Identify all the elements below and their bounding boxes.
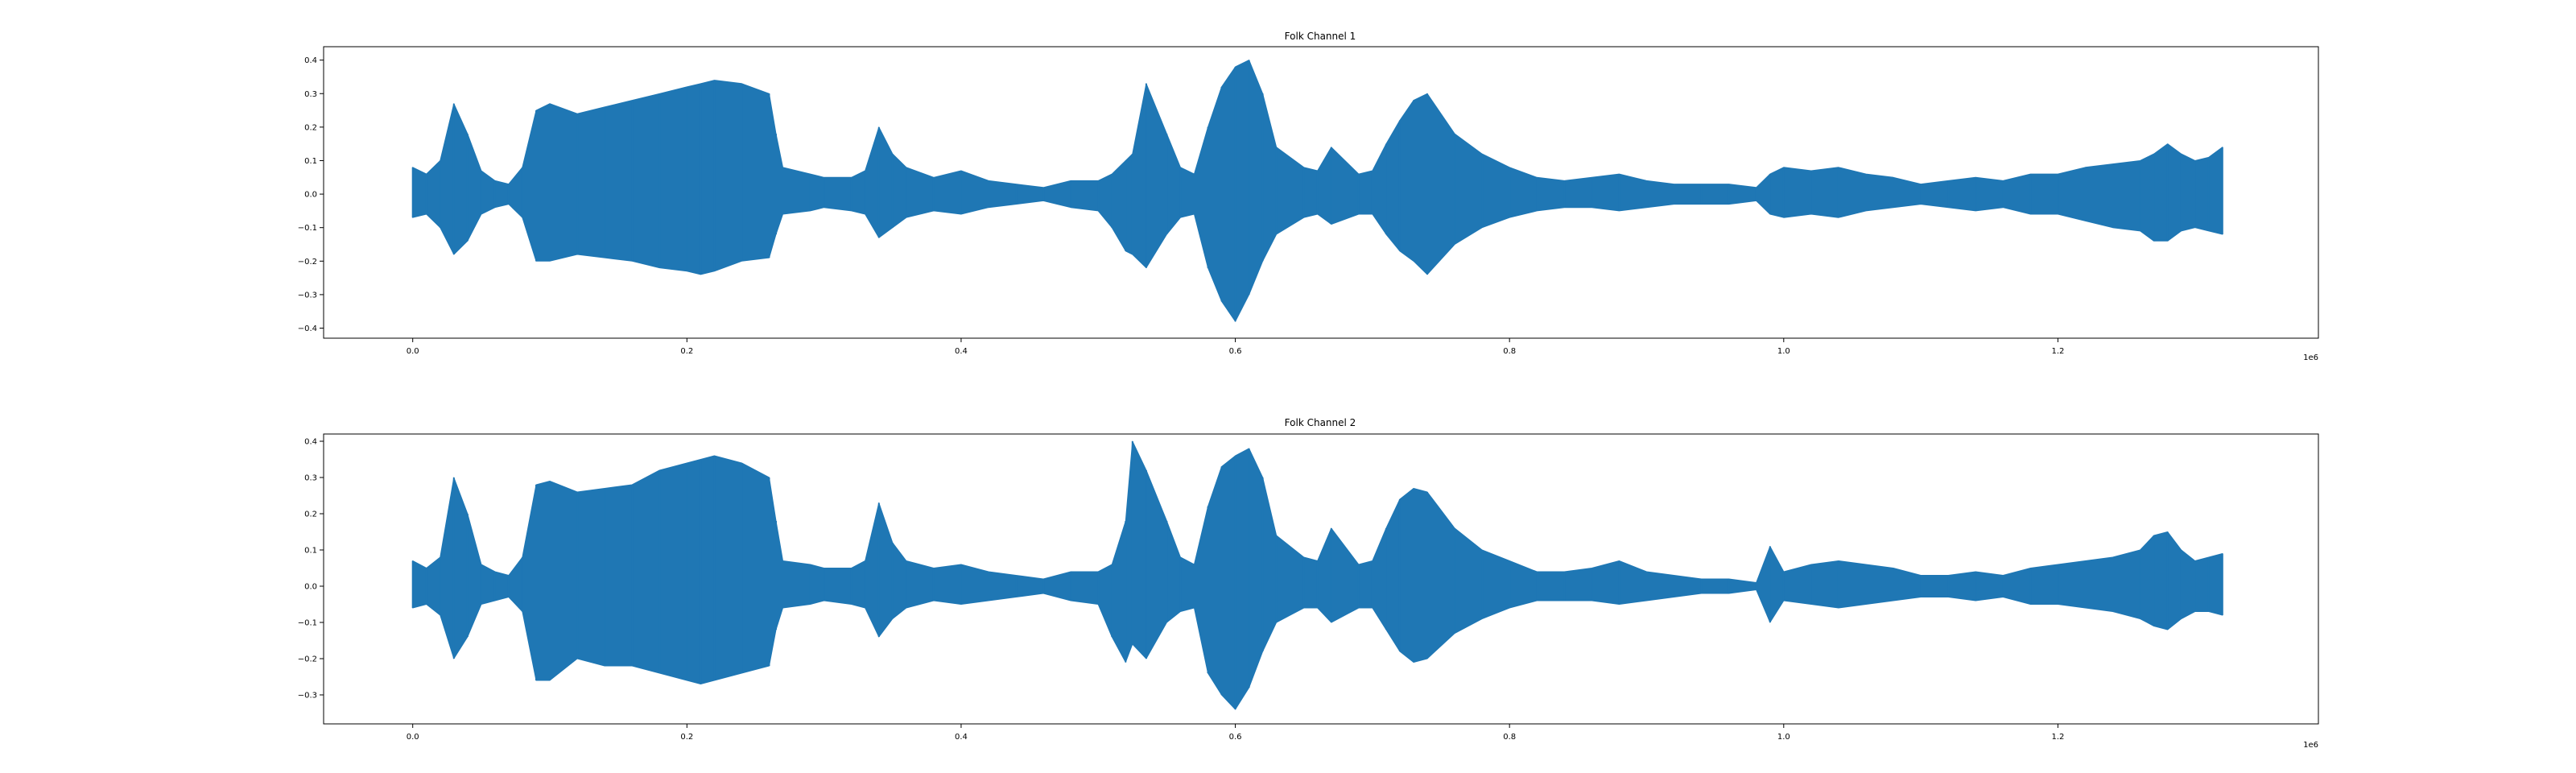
- channel-1-y-tick-label: 0.3: [304, 90, 317, 99]
- channel-1-title: Folk Channel 1: [1285, 31, 1356, 42]
- channel-2-axes-frame: [323, 433, 2319, 725]
- channel-1-plot-area: [411, 60, 2223, 322]
- channel-2-x-tick-label: 0.2: [680, 733, 693, 742]
- channel-1-x-tick-label: 0.2: [680, 347, 693, 356]
- channel-1-x-tick-label: 0.0: [407, 347, 419, 356]
- channel-1-x-tick-label: 0.6: [1229, 347, 1242, 356]
- channel-2-panel: Folk Channel 2 1e6 0.0 0.2 0.4 0.6 0.8 1.0 1.2…: [298, 417, 2319, 750]
- channel-2-x-tick-label: 1.2: [2051, 733, 2064, 742]
- channel-1-x-tick-label: 0.8: [1503, 347, 1516, 356]
- channel-2-y-tick-label: 0.3: [304, 474, 317, 483]
- channel-2-y-tick-label: 0.1: [304, 547, 317, 556]
- channel-2-x-tick-label: 1.0: [1777, 733, 1790, 742]
- channel-2-y-tick-label: −0.2: [298, 655, 317, 664]
- channel-1-x-tick-label: 1.0: [1777, 347, 1790, 356]
- channel-2-x-tick-label: 0.4: [955, 733, 968, 742]
- channel-2-x-offset-label: 1e6: [2303, 741, 2318, 750]
- channel-1-y-tick-label: −0.4: [298, 324, 317, 333]
- channel-1-axes-frame: [323, 46, 2319, 339]
- channel-2-y-tick-label: 0.0: [304, 583, 317, 592]
- channel-1-y-tick-label: −0.3: [298, 291, 317, 300]
- channel-1-y-tick-label: 0.1: [304, 157, 317, 166]
- channel-2-y-tick-label: 0.2: [304, 511, 317, 519]
- channel-1-y-tick-label: −0.2: [298, 258, 317, 267]
- channel-1-x-offset-label: 1e6: [2303, 353, 2318, 362]
- channel-2-x-tick-label: 0.8: [1503, 733, 1516, 742]
- channel-2-y-tick-label: −0.1: [298, 619, 317, 628]
- channel-2-title: Folk Channel 2: [1285, 417, 1356, 428]
- channel-1-x-tick-label: 1.2: [2051, 347, 2064, 356]
- channel-2-y-tick-label: −0.3: [298, 692, 317, 701]
- channel-2-plot-area: [411, 440, 2223, 710]
- channel-2-x-tick-label: 0.0: [407, 733, 419, 742]
- channel-1-panel: Folk Channel 1 1e6 0.0 0.2 0.4 0.6 0.8 1.0 1.2…: [298, 31, 2319, 362]
- channel-1-y-tick-label: 0.2: [304, 123, 317, 132]
- channel-1-y-tick-label: −0.1: [298, 224, 317, 233]
- channel-1-y-tick-label: 0.0: [304, 191, 317, 200]
- channel-1-y-tick-label: 0.4: [304, 56, 317, 65]
- channel-1-x-tick-label: 0.4: [955, 347, 968, 356]
- channel-2-x-tick-label: 0.6: [1229, 733, 1242, 742]
- channel-2-y-tick-label: 0.4: [304, 438, 317, 447]
